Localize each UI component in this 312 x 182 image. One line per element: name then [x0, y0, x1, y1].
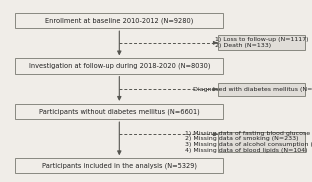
Text: Diagnosed with diabetes mellitus (N=1429): Diagnosed with diabetes mellitus (N=1429… — [193, 87, 312, 92]
Bar — [15, 58, 223, 74]
Bar — [218, 82, 305, 96]
Text: Enrollment at baseline 2010-2012 (N=9280): Enrollment at baseline 2010-2012 (N=9280… — [45, 17, 193, 24]
Text: Participants without diabetes mellitus (N=6601): Participants without diabetes mellitus (… — [39, 108, 200, 115]
Text: 1) Missing data of fasting blood glucose (N=916)
2) Missing data of smoking (N=2: 1) Missing data of fasting blood glucose… — [185, 131, 312, 153]
Bar — [218, 132, 305, 152]
Text: Investigation at follow-up during 2018-2020 (N=8030): Investigation at follow-up during 2018-2… — [29, 63, 210, 69]
Bar — [15, 104, 223, 119]
Bar — [15, 13, 223, 28]
Bar — [15, 158, 223, 173]
Bar — [218, 35, 305, 50]
Text: Participants included in the analysis (N=5329): Participants included in the analysis (N… — [42, 163, 197, 169]
Text: 1) Loss to follow-up (N=1117)
2) Death (N=133): 1) Loss to follow-up (N=1117) 2) Death (… — [215, 37, 308, 48]
